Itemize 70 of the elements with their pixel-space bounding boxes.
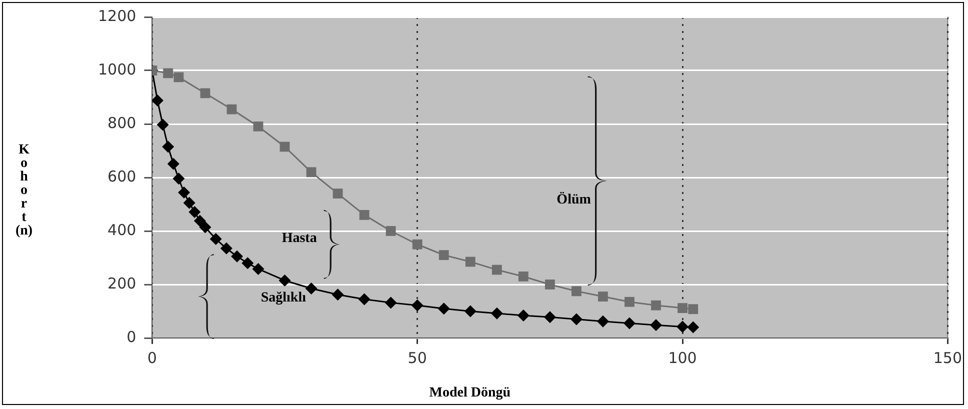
y-tick-label: 1000: [98, 60, 136, 78]
point: [544, 311, 556, 324]
point: [156, 118, 169, 131]
point: [231, 250, 244, 262]
x-tick-label: 50: [408, 348, 427, 367]
point: [570, 313, 582, 326]
point: [412, 239, 422, 250]
point: [306, 167, 316, 178]
point: [162, 140, 174, 153]
x-tick-label: 150: [933, 348, 962, 367]
point: [492, 264, 502, 275]
annotation: Hasta: [282, 231, 317, 246]
point: [438, 250, 449, 260]
point: [183, 196, 196, 209]
point: [332, 288, 344, 301]
point: [199, 221, 212, 234]
point: [676, 320, 689, 333]
point: [571, 286, 582, 296]
point: [518, 272, 528, 282]
point: [598, 292, 608, 302]
point: [359, 210, 370, 220]
point: [174, 72, 184, 82]
point: [624, 296, 634, 307]
point: [220, 242, 232, 254]
point: [687, 321, 700, 334]
point: [651, 300, 661, 310]
point: [242, 257, 254, 270]
point: [465, 256, 476, 267]
point: [305, 282, 318, 295]
point: [490, 307, 503, 320]
point: [517, 310, 530, 322]
point: [688, 304, 698, 314]
point: [210, 233, 222, 246]
y-tick-label: 400: [108, 220, 136, 239]
x-tick-label: 100: [668, 348, 697, 367]
point: [438, 302, 450, 315]
y-tick-label: 800: [108, 114, 136, 132]
annotation: Sağlıklı: [260, 290, 306, 306]
point: [253, 121, 264, 132]
y-tick-label: 200: [108, 274, 136, 292]
point: [386, 226, 396, 236]
point: [226, 104, 237, 114]
x-axis-title: Model Döngü: [429, 386, 511, 401]
y-axis-title: Kohort (n): [15, 142, 33, 239]
point: [188, 206, 201, 218]
point: [411, 299, 424, 312]
point: [163, 68, 174, 78]
point: [332, 188, 343, 198]
point: [384, 296, 397, 309]
point: [544, 280, 555, 290]
y-tick-label: 1200: [98, 6, 136, 25]
annotation: Ölüm: [556, 192, 592, 208]
point: [278, 274, 291, 286]
y-tick-label: 0: [126, 328, 136, 346]
point: [200, 88, 210, 98]
point: [252, 262, 264, 275]
point: [172, 172, 185, 185]
point: [464, 305, 476, 318]
point: [623, 317, 636, 330]
point: [152, 94, 164, 106]
point: [678, 303, 688, 313]
point: [596, 315, 609, 328]
point: [194, 214, 206, 227]
point: [650, 319, 662, 332]
point: [178, 186, 190, 198]
x-tick-label: 0: [147, 348, 157, 367]
point: [167, 158, 180, 170]
point: [280, 142, 290, 152]
point: [358, 293, 370, 306]
y-tick-label: 600: [108, 167, 136, 186]
